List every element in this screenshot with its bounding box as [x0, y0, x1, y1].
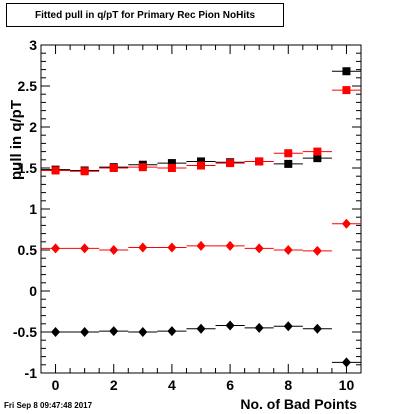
data-point-diamond	[138, 327, 148, 337]
data-point-diamond	[254, 243, 264, 254]
x-tick-label: 10	[339, 377, 355, 393]
data-point-diamond	[138, 242, 148, 253]
data-point-square	[226, 159, 235, 168]
data-point-diamond	[80, 327, 90, 337]
data-point-diamond	[51, 243, 61, 254]
data-point-square	[255, 157, 264, 166]
y-tick-label: 2.5	[18, 78, 38, 94]
data-marks	[41, 67, 361, 368]
data-point-square	[284, 159, 293, 168]
data-point-diamond	[225, 240, 235, 251]
x-tick-label: 4	[168, 377, 176, 393]
data-point-square	[197, 157, 205, 166]
data-point-square	[80, 167, 89, 176]
data-point-square	[284, 149, 293, 158]
data-point-square	[51, 166, 60, 175]
data-point-diamond	[167, 326, 177, 337]
y-axis-label: pull in q/pT	[8, 100, 25, 180]
y-tick-label: 0	[29, 283, 37, 299]
data-point-diamond	[312, 245, 322, 256]
axes-group: -1 -0.5 0 0.5 1 1.5 2 2.5 3 0 2 4 6 8 10	[13, 37, 362, 393]
data-point-square	[313, 154, 322, 163]
y-tick-label: 1	[29, 201, 37, 217]
x-tick-label: 8	[284, 377, 292, 393]
y-tick-label: -0.5	[13, 324, 37, 340]
data-point-square	[109, 164, 118, 172]
data-point-square	[342, 86, 351, 95]
data-point-diamond	[225, 320, 235, 331]
data-point-square	[313, 147, 322, 156]
y-tick-label: 3	[29, 37, 37, 53]
data-point-diamond	[283, 321, 293, 332]
data-point-diamond	[51, 327, 61, 337]
data-point-diamond	[109, 245, 119, 255]
timestamp: Fri Sep 8 09:47:48 2017	[4, 401, 93, 410]
data-point-square	[342, 67, 351, 76]
data-point-diamond	[196, 323, 206, 334]
x-axis-label: No. of Bad Points	[240, 396, 357, 412]
data-point-square	[167, 164, 176, 172]
y-tick-label: 2	[29, 119, 37, 135]
y-tick-label: 0.5	[18, 242, 38, 258]
y-tick-label: -1	[25, 365, 38, 381]
x-tick-label: 2	[110, 377, 118, 393]
x-tick-label: 0	[52, 377, 60, 393]
data-point-square	[167, 159, 176, 168]
data-point-diamond	[254, 322, 264, 333]
data-point-diamond	[312, 323, 322, 334]
x-tick-label: 6	[226, 377, 234, 393]
y-tick-label: 1.5	[18, 160, 38, 176]
data-point-diamond	[80, 243, 90, 254]
data-point-diamond	[196, 240, 206, 251]
data-point-diamond	[109, 326, 119, 337]
data-point-diamond	[283, 245, 293, 255]
data-point-diamond	[167, 242, 177, 253]
data-point-diamond	[341, 357, 351, 368]
data-point-square	[197, 161, 205, 170]
data-point-square	[138, 163, 147, 172]
chart-title: Fitted pull in q/pT for Primary Rec Pion…	[6, 3, 284, 27]
data-point-diamond	[341, 218, 351, 229]
